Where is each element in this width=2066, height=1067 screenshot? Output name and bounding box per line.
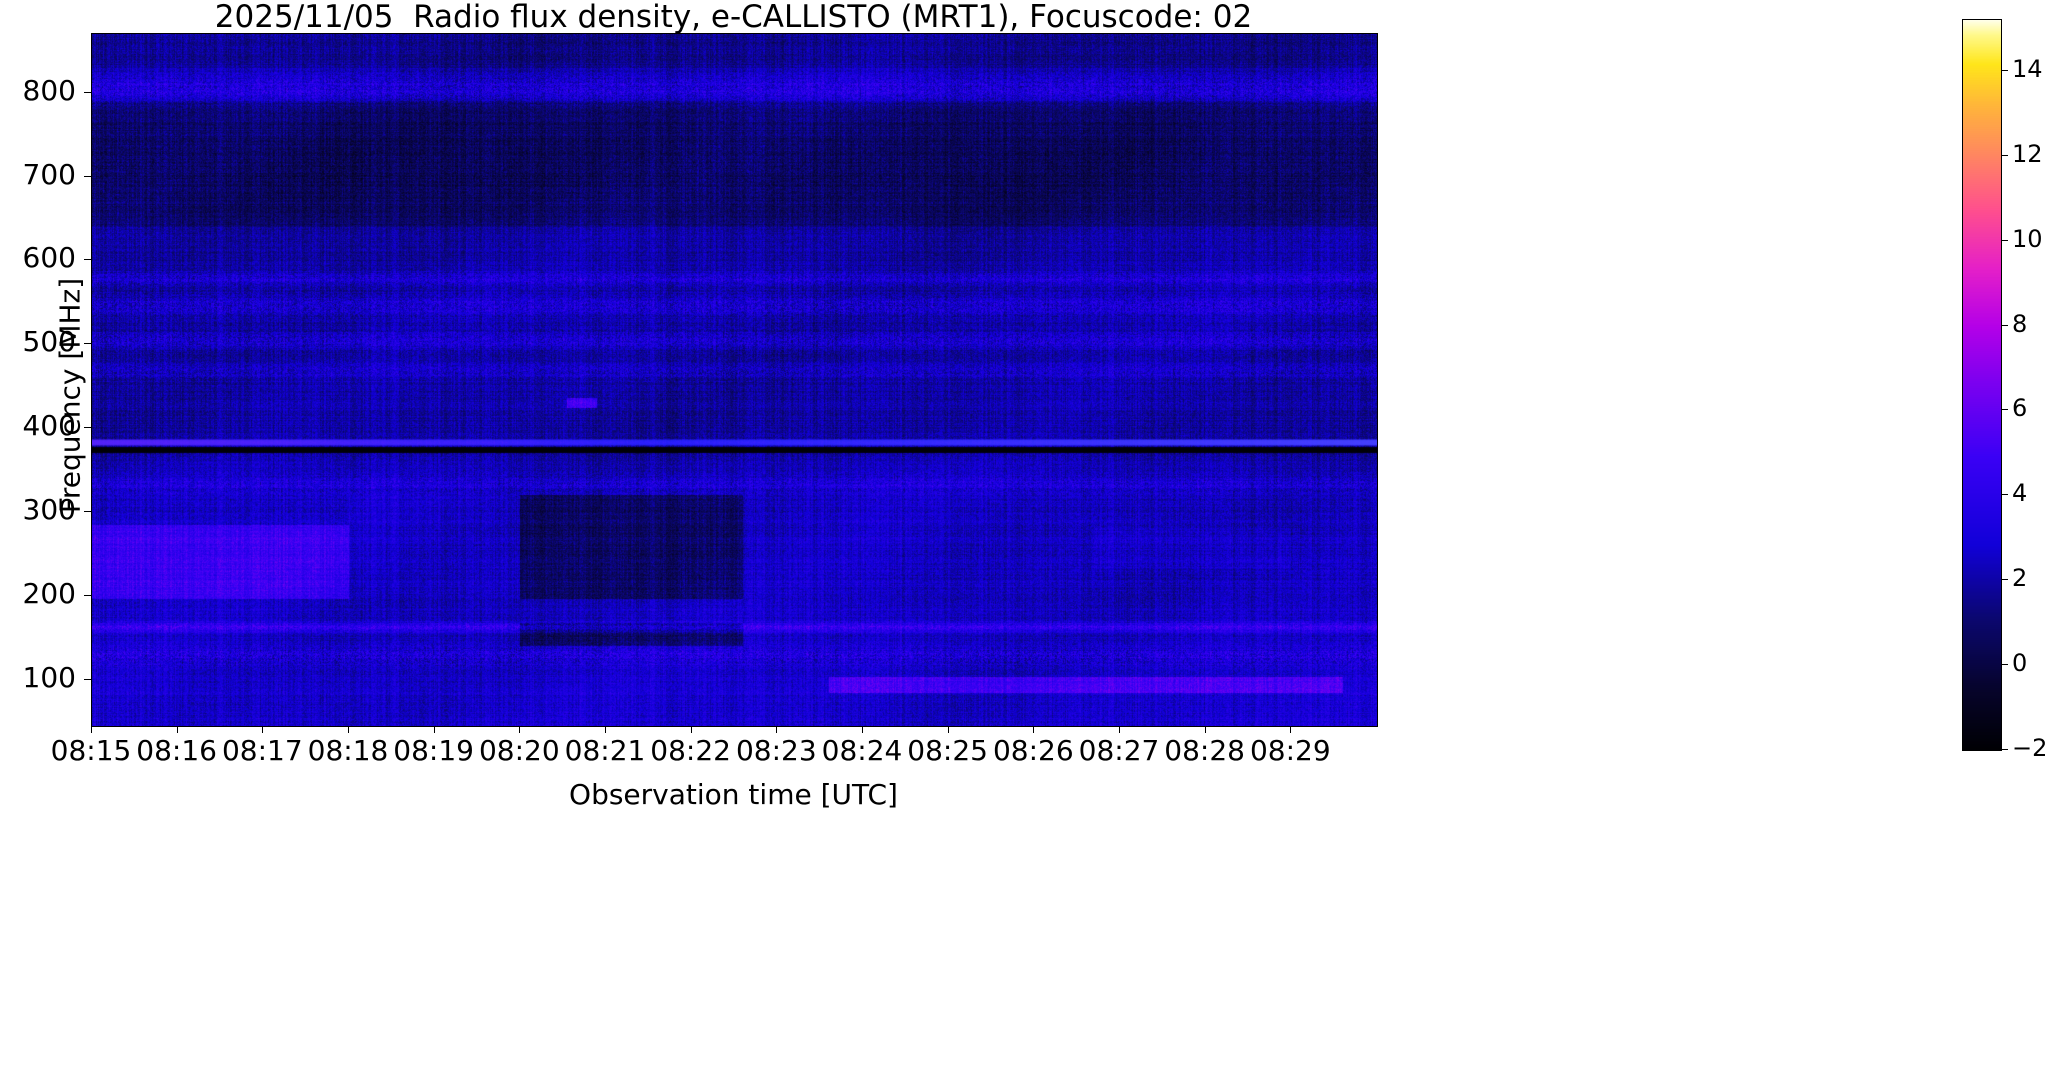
x-tick-label: 08:21 bbox=[564, 734, 646, 767]
x-tick-label: 08:29 bbox=[1249, 734, 1331, 767]
x-tick-mark bbox=[1290, 726, 1292, 733]
x-tick-mark bbox=[862, 726, 863, 733]
colorbar-tick-label: −2 bbox=[2012, 734, 2048, 762]
y-tick-mark bbox=[84, 343, 91, 345]
colorbar-tick-label: 4 bbox=[2012, 479, 2028, 508]
y-tick-mark bbox=[84, 678, 91, 680]
y-tick-label: 700 bbox=[22, 157, 76, 191]
x-tick-label: 08:16 bbox=[136, 734, 217, 767]
y-axis-label: Frequency [MHz] bbox=[53, 277, 87, 514]
x-tick-label: 08:26 bbox=[992, 734, 1074, 767]
colorbar-tick-mark bbox=[2001, 579, 2008, 581]
colorbar-gradient bbox=[1963, 20, 2001, 750]
colorbar-tick-mark bbox=[2001, 69, 2008, 71]
colorbar-tick-label: 6 bbox=[2012, 394, 2028, 423]
y-tick-mark bbox=[84, 511, 91, 513]
x-tick-label: 08:27 bbox=[1078, 734, 1160, 767]
colorbar-tick-label: 8 bbox=[2012, 309, 2028, 338]
y-tick-label: 100 bbox=[22, 660, 76, 694]
y-tick-label: 800 bbox=[22, 73, 76, 107]
x-tick-label: 08:28 bbox=[1164, 734, 1245, 767]
y-tick-label: 500 bbox=[22, 325, 76, 359]
colorbar-tick-mark bbox=[2001, 664, 2008, 666]
page-title: 2025/11/05 Radio flux density, e-CALLIST… bbox=[214, 0, 1253, 35]
x-axis-label: Observation time [UTC] bbox=[569, 778, 898, 811]
x-tick-mark bbox=[947, 726, 949, 733]
x-tick-label: 08:19 bbox=[393, 734, 474, 767]
y-tick-mark bbox=[84, 594, 91, 596]
y-tick-label: 600 bbox=[22, 241, 76, 275]
y-tick-mark bbox=[84, 259, 91, 261]
x-tick-mark bbox=[1119, 726, 1120, 733]
x-tick-mark bbox=[519, 726, 521, 733]
x-tick-mark bbox=[776, 726, 778, 733]
x-tick-mark bbox=[690, 726, 692, 733]
x-tick-mark bbox=[1204, 726, 1206, 733]
x-tick-mark bbox=[605, 726, 606, 733]
colorbar-tick-mark bbox=[2001, 409, 2008, 411]
x-tick-label: 08:25 bbox=[907, 734, 988, 767]
x-tick-mark bbox=[262, 726, 264, 733]
colorbar-tick-label: 14 bbox=[2012, 54, 2043, 83]
y-tick-label: 400 bbox=[22, 409, 76, 443]
colorbar-tick-mark bbox=[2001, 154, 2008, 156]
x-tick-label: 08:18 bbox=[307, 734, 389, 767]
x-tick-label: 08:22 bbox=[650, 734, 731, 767]
colorbar-tick-mark bbox=[2001, 324, 2008, 326]
x-tick-label: 08:17 bbox=[221, 734, 303, 767]
colorbar-tick-label: 2 bbox=[2012, 564, 2028, 593]
x-tick-mark bbox=[1033, 726, 1035, 733]
spectrogram-heatmap[interactable] bbox=[92, 34, 1377, 726]
colorbar[interactable] bbox=[1962, 19, 2002, 751]
y-tick-mark bbox=[84, 427, 91, 429]
colorbar-tick-label: 0 bbox=[2012, 649, 2028, 678]
colorbar-tick-mark bbox=[2001, 239, 2008, 241]
colorbar-tick-mark bbox=[2001, 749, 2008, 750]
colorbar-tick-label: 12 bbox=[2012, 139, 2043, 168]
colorbar-tick-mark bbox=[2001, 494, 2008, 496]
spectrogram-plot-area[interactable] bbox=[91, 33, 1378, 727]
colorbar-tick-label: 10 bbox=[2012, 224, 2043, 253]
y-tick-label: 200 bbox=[22, 576, 76, 610]
x-tick-label: 08:23 bbox=[735, 734, 817, 767]
x-tick-label: 08:15 bbox=[50, 734, 132, 767]
x-tick-label: 08:24 bbox=[821, 734, 903, 767]
x-tick-mark bbox=[176, 726, 178, 733]
y-tick-label: 300 bbox=[22, 493, 76, 527]
x-tick-label: 08:20 bbox=[478, 734, 560, 767]
x-tick-mark bbox=[348, 726, 349, 733]
x-tick-mark bbox=[91, 726, 92, 733]
y-tick-mark bbox=[84, 175, 91, 177]
y-tick-mark bbox=[84, 91, 91, 93]
x-tick-mark bbox=[433, 726, 435, 733]
